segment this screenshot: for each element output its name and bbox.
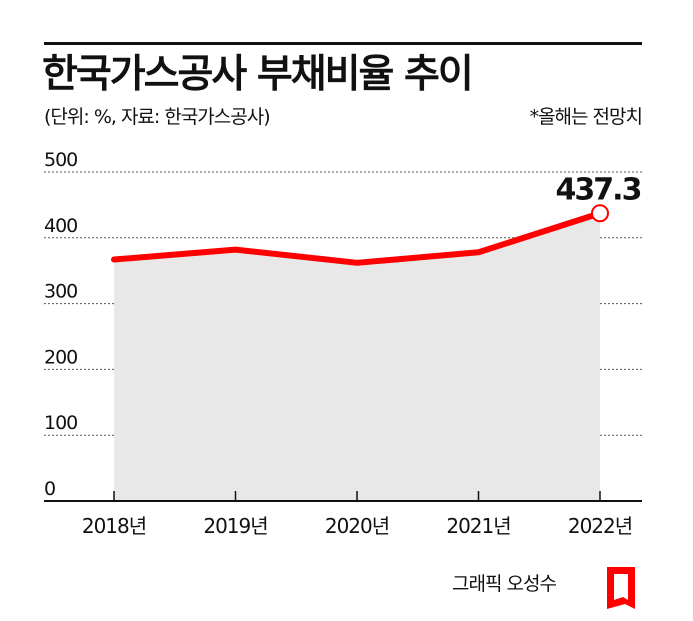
y-tick-label: 100 [44,412,77,434]
y-tick-label: 400 [44,215,77,237]
area-fill [114,213,600,502]
forecast-note: *올해는 전망치 [529,106,643,128]
area-layer [114,213,600,502]
axis-layer [44,491,642,502]
chart-title: 한국가스공사 부채비율 추이 [42,52,474,97]
series-line [111,210,603,266]
top-rule [44,42,642,45]
chart-subtitle: (단위: %, 자료: 한국가스공사) [44,106,271,128]
y-tick-label: 300 [44,281,77,303]
y-tick-label: 0 [44,478,55,500]
y-tick-label: 500 [44,149,77,171]
x-tick-label: 2018년 [82,514,146,538]
x-tick-label: 2019년 [203,514,267,538]
publisher-logo [607,567,635,609]
x-tick-label: 2022년 [568,514,632,538]
highlight-value-label: 437.3 [556,172,641,207]
x-tick-label: 2021년 [446,514,510,538]
x-tick-label: 2020년 [325,514,389,538]
label-layer: 0 100 200 300 400 500 2018년 2019년 2020년 2021년 2022… [44,149,643,538]
graphic-credit: 그래픽 오성수 [452,573,557,595]
y-tick-label: 200 [44,346,77,368]
highlight-point [591,204,609,223]
line-layer [111,204,609,266]
